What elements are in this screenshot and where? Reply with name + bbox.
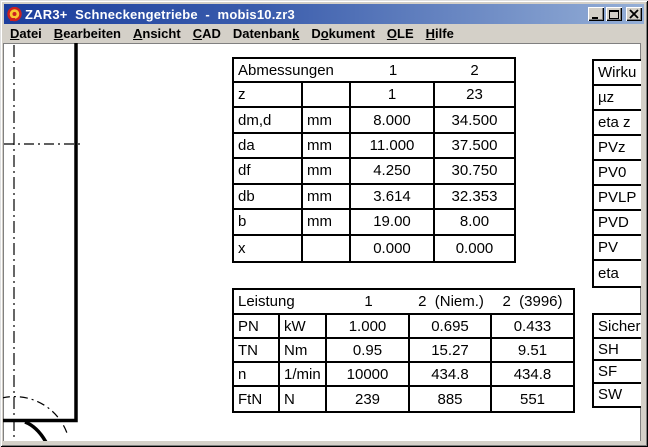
row-unit: mm xyxy=(303,159,351,185)
table-title: Abmessungen xyxy=(234,59,351,83)
row-unit: mm xyxy=(303,108,351,134)
column-header: 2 (Niem.) xyxy=(410,290,492,315)
row-value: 4.250 xyxy=(351,159,435,185)
menu-item-hilfe[interactable]: Hilfe xyxy=(425,26,454,41)
leistung-table: Leistung 1 2 (Niem.) 2 (3996) PN kW 1.000 0.695… xyxy=(232,288,575,413)
row-unit xyxy=(303,235,351,261)
maximize-button[interactable] xyxy=(606,7,622,21)
titlebar: ZAR3+ Schneckengetriebe - mobis10.zr3 xyxy=(4,4,644,24)
maximize-icon xyxy=(609,10,619,19)
row-label: b xyxy=(234,210,303,236)
row-label: PN xyxy=(234,315,280,339)
row-label: FtN xyxy=(234,387,280,411)
window-title: ZAR3+ Schneckengetriebe - mobis10.zr3 xyxy=(25,6,295,22)
table-title: Leistung xyxy=(234,290,327,315)
fillet-arc xyxy=(24,420,48,441)
row-value: 239 xyxy=(327,387,410,411)
app-icon xyxy=(7,6,22,21)
row-value: 3.614 xyxy=(351,184,435,211)
minimize-button[interactable] xyxy=(588,7,604,21)
column-header: 1 xyxy=(327,290,410,315)
row-label: PVLP xyxy=(594,186,641,211)
row-unit xyxy=(303,83,351,109)
row-value: 1.000 xyxy=(327,315,410,339)
row-value: 434.8 xyxy=(410,363,492,387)
row-value: 32.353 xyxy=(435,185,514,211)
row-value: 23 xyxy=(435,83,514,109)
row-label: da xyxy=(234,133,303,160)
row-label: PVD xyxy=(594,211,641,236)
row-label: SF xyxy=(594,361,641,384)
menu-item-ansicht[interactable]: Ansicht xyxy=(133,26,181,41)
menu-item-dokument[interactable]: Dokument xyxy=(311,26,375,41)
client-area: Abmessungen 1 2 z 1 23 dm,d mm 8.000 34.500 da mm 11… xyxy=(3,43,641,441)
row-value: 34.500 xyxy=(435,108,514,134)
gear-contour xyxy=(3,43,78,423)
row-unit: mm xyxy=(303,184,351,211)
window-controls xyxy=(586,7,642,21)
menu-item-bearbeiten[interactable]: Bearbeiten xyxy=(53,26,121,41)
row-value: 15.27 xyxy=(410,339,492,363)
menu-item-ole[interactable]: OLE xyxy=(386,26,414,41)
pitch-circle-arc xyxy=(3,395,69,437)
row-label: SH xyxy=(594,339,641,362)
row-value: 9.51 xyxy=(492,339,573,363)
row-label: eta xyxy=(598,265,619,282)
row-label: df xyxy=(234,159,303,185)
menu-item-datenbank[interactable]: Datenbank xyxy=(232,26,300,41)
abmessungen-table: Abmessungen 1 2 z 1 23 dm,d mm 8.000 34.500 da mm 11… xyxy=(232,57,516,263)
row-value: 8.00 xyxy=(435,210,514,236)
row-label: n xyxy=(234,363,280,387)
row-label: z xyxy=(234,83,303,109)
minimize-icon xyxy=(592,17,598,19)
row-unit: Nm xyxy=(280,339,327,363)
row-value: 10000 xyxy=(327,363,410,387)
row-label: db xyxy=(234,184,303,211)
row-value: 434.8 xyxy=(492,363,573,387)
row-label: µz xyxy=(594,86,641,111)
sicherheiten-table: Sicher SH SF SW xyxy=(592,313,641,408)
menu-item-cad[interactable]: CAD xyxy=(192,26,221,41)
column-header: 2 (3996) xyxy=(492,290,573,315)
row-label: PV xyxy=(594,236,641,261)
row-value: 30.750 xyxy=(435,159,514,185)
wirkungsgrade-table: Wirku µz eta z PVz PV0 PVLP PVD PV eta xyxy=(592,59,641,288)
row-value: 37.500 xyxy=(435,134,514,160)
row-value: 885 xyxy=(410,387,492,411)
close-icon xyxy=(629,9,639,19)
row-label: SW xyxy=(598,386,623,404)
row-unit: N xyxy=(280,387,327,411)
row-value: 8.000 xyxy=(351,108,435,134)
row-value: 0.95 xyxy=(327,339,410,363)
row-value: 0.695 xyxy=(410,315,492,339)
row-unit: mm xyxy=(303,133,351,160)
row-value: 551 xyxy=(519,390,546,408)
row-label: eta z xyxy=(594,111,641,136)
row-value: 0.433 xyxy=(492,315,573,339)
close-button[interactable] xyxy=(626,7,642,21)
row-value: 11.000 xyxy=(351,133,435,160)
row-unit: kW xyxy=(280,315,327,339)
row-unit: mm xyxy=(303,210,351,236)
row-value: 0.000 xyxy=(455,239,494,257)
table-title: Sicher xyxy=(594,315,641,339)
row-value: 0.000 xyxy=(351,235,435,261)
row-value: 19.00 xyxy=(351,210,435,236)
menu-bar: Datei Bearbeiten Ansicht CAD Datenbank Dokume… xyxy=(4,24,644,43)
menu-item-datei[interactable]: Datei xyxy=(10,26,42,41)
row-label: PVz xyxy=(594,136,641,161)
table-title: Wirku xyxy=(594,61,641,86)
column-header: 2 xyxy=(435,59,514,83)
row-label: dm,d xyxy=(234,108,303,134)
column-header: 1 xyxy=(351,59,435,83)
row-unit: 1/min xyxy=(280,363,327,387)
row-value: 1 xyxy=(351,83,435,109)
worm-gear-drawing xyxy=(3,43,83,441)
row-label: x xyxy=(234,235,303,261)
row-label: TN xyxy=(234,339,280,363)
row-label: PV0 xyxy=(594,161,641,186)
